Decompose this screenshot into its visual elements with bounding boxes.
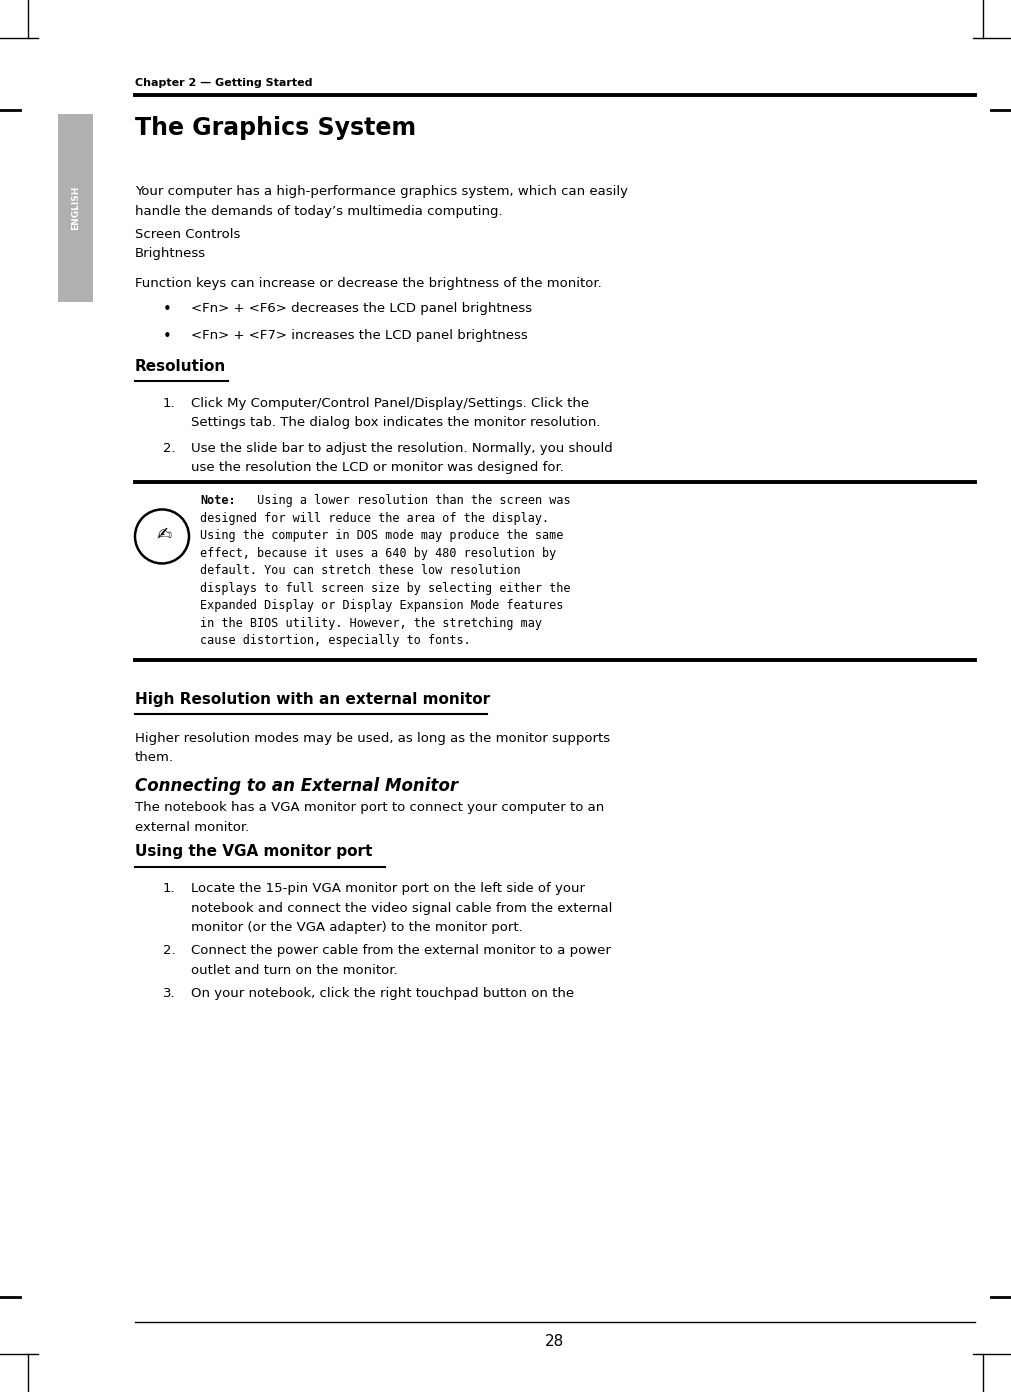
Text: Using the computer in DOS mode may produce the same: Using the computer in DOS mode may produ… xyxy=(200,529,563,543)
Text: monitor (or the VGA adapter) to the monitor port.: monitor (or the VGA adapter) to the moni… xyxy=(191,922,523,934)
Text: Using a lower resolution than the screen was: Using a lower resolution than the screen… xyxy=(250,494,570,508)
Text: 2.: 2. xyxy=(163,441,176,455)
Text: Connecting to an External Monitor: Connecting to an External Monitor xyxy=(135,777,458,795)
Text: Brightness: Brightness xyxy=(135,248,206,260)
Text: •: • xyxy=(163,302,172,317)
Text: On your notebook, click the right touchpad button on the: On your notebook, click the right touchp… xyxy=(191,987,574,1001)
Text: ✍: ✍ xyxy=(157,525,172,543)
Text: <Fn> + <F7> increases the LCD panel brightness: <Fn> + <F7> increases the LCD panel brig… xyxy=(191,330,528,342)
Text: use the resolution the LCD or monitor was designed for.: use the resolution the LCD or monitor wa… xyxy=(191,461,564,475)
Text: displays to full screen size by selecting either the: displays to full screen size by selectin… xyxy=(200,582,570,594)
Text: Using the VGA monitor port: Using the VGA monitor port xyxy=(135,844,372,859)
Text: cause distortion, especially to fonts.: cause distortion, especially to fonts. xyxy=(200,635,471,647)
Text: Screen Controls: Screen Controls xyxy=(135,228,241,241)
FancyBboxPatch shape xyxy=(58,114,93,302)
Text: Higher resolution modes may be used, as long as the monitor supports: Higher resolution modes may be used, as … xyxy=(135,732,610,745)
Text: Chapter 2 — Getting Started: Chapter 2 — Getting Started xyxy=(135,78,312,88)
Text: 2.: 2. xyxy=(163,945,176,958)
Text: Function keys can increase or decrease the brightness of the monitor.: Function keys can increase or decrease t… xyxy=(135,277,602,290)
Text: ENGLISH: ENGLISH xyxy=(71,185,80,230)
Text: 1.: 1. xyxy=(163,883,176,895)
Text: them.: them. xyxy=(135,752,174,764)
Text: Use the slide bar to adjust the resolution. Normally, you should: Use the slide bar to adjust the resoluti… xyxy=(191,441,613,455)
Text: external monitor.: external monitor. xyxy=(135,821,250,834)
Text: <Fn> + <F6> decreases the LCD panel brightness: <Fn> + <F6> decreases the LCD panel brig… xyxy=(191,302,532,315)
Text: Resolution: Resolution xyxy=(135,359,226,373)
Text: The Graphics System: The Graphics System xyxy=(135,116,417,141)
Text: Locate the 15-pin VGA monitor port on the left side of your: Locate the 15-pin VGA monitor port on th… xyxy=(191,883,585,895)
Text: Note:: Note: xyxy=(200,494,236,508)
Text: in the BIOS utility. However, the stretching may: in the BIOS utility. However, the stretc… xyxy=(200,617,542,631)
Text: handle the demands of today’s multimedia computing.: handle the demands of today’s multimedia… xyxy=(135,205,502,217)
Text: Connect the power cable from the external monitor to a power: Connect the power cable from the externa… xyxy=(191,945,611,958)
Text: designed for will reduce the area of the display.: designed for will reduce the area of the… xyxy=(200,512,549,525)
Text: 1.: 1. xyxy=(163,397,176,409)
Text: notebook and connect the video signal cable from the external: notebook and connect the video signal ca… xyxy=(191,902,613,915)
Text: outlet and turn on the monitor.: outlet and turn on the monitor. xyxy=(191,965,397,977)
Text: Expanded Display or Display Expansion Mode features: Expanded Display or Display Expansion Mo… xyxy=(200,600,563,612)
Text: The notebook has a VGA monitor port to connect your computer to an: The notebook has a VGA monitor port to c… xyxy=(135,802,605,814)
Text: 3.: 3. xyxy=(163,987,176,1001)
Text: 28: 28 xyxy=(545,1334,564,1349)
Text: •: • xyxy=(163,330,172,344)
Text: Settings tab. The dialog box indicates the monitor resolution.: Settings tab. The dialog box indicates t… xyxy=(191,416,601,429)
Text: default. You can stretch these low resolution: default. You can stretch these low resol… xyxy=(200,564,521,578)
Text: Your computer has a high-performance graphics system, which can easily: Your computer has a high-performance gra… xyxy=(135,185,628,198)
Text: effect, because it uses a 640 by 480 resolution by: effect, because it uses a 640 by 480 res… xyxy=(200,547,556,560)
Text: High Resolution with an external monitor: High Resolution with an external monitor xyxy=(135,692,490,707)
Text: Click My Computer/Control Panel/Display/Settings. Click the: Click My Computer/Control Panel/Display/… xyxy=(191,397,589,409)
